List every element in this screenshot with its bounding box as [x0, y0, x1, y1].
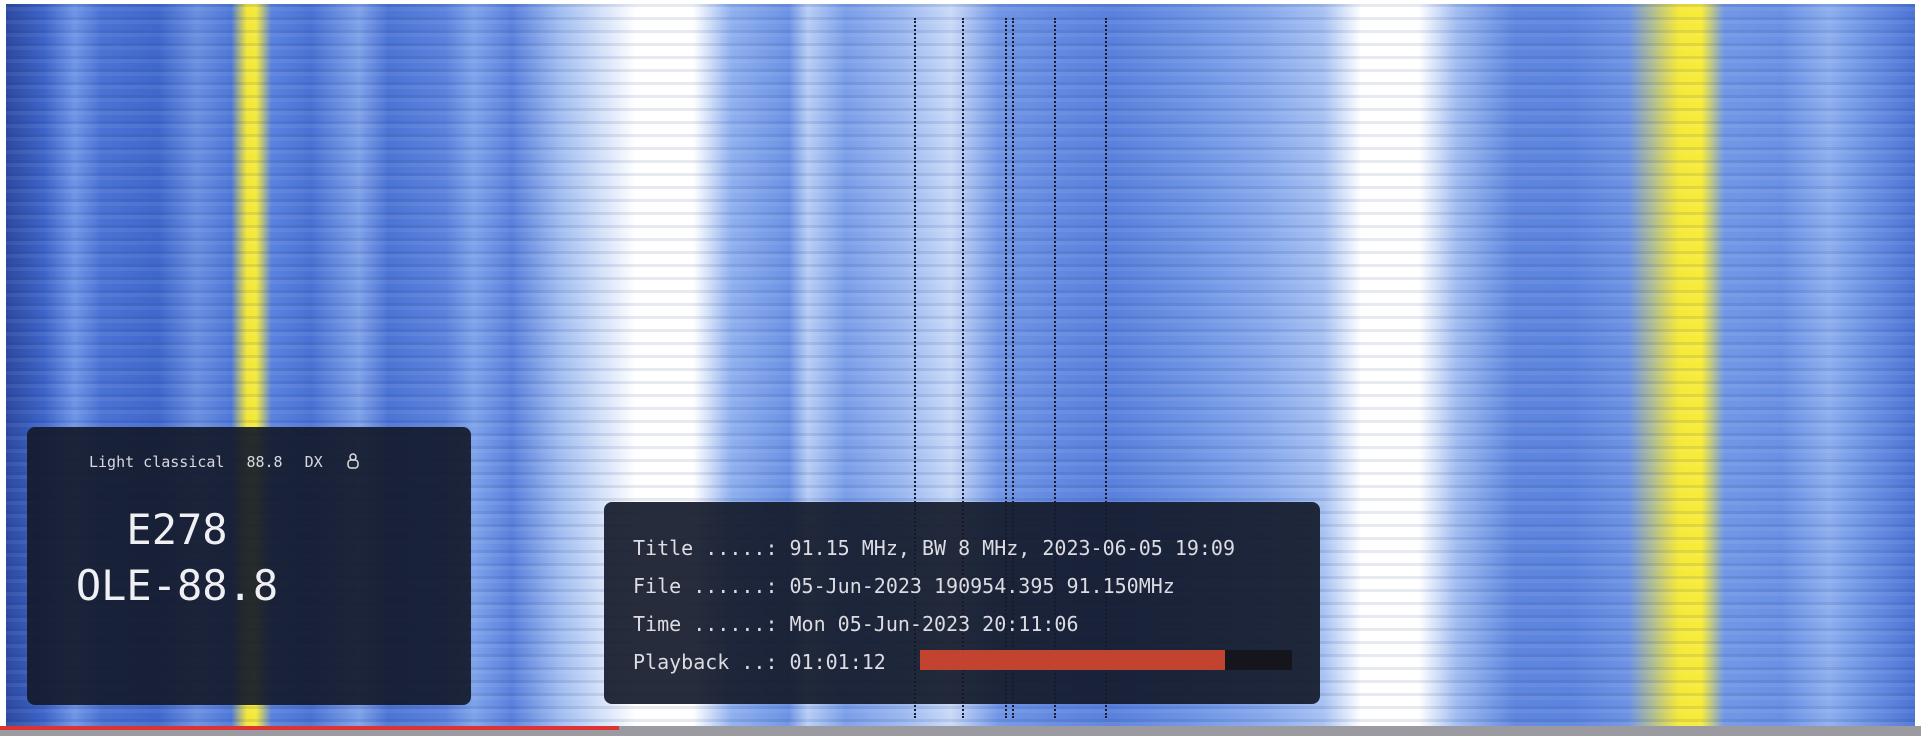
row-value: 91.15 MHz, BW 8 MHz, 2023-06-05 19:09 [790, 536, 1236, 560]
station-line: E278 [27, 505, 327, 554]
row-label: File ......: [633, 574, 778, 598]
timeline-bar[interactable] [0, 726, 1921, 736]
row-value: 01:01:12 [790, 650, 886, 674]
playback-track[interactable] [920, 650, 1292, 670]
row-label: Playback ..: [633, 650, 778, 674]
timeline-progress [0, 726, 619, 730]
dx-tag: DX [305, 453, 323, 471]
row-label: Title .....: [633, 536, 778, 560]
frequency-tag: 88.8 [246, 453, 282, 471]
station-line: OLE-88.8 [27, 561, 327, 610]
info-row: File ......: 05-Jun-2023 190954.395 91.15… [633, 574, 1175, 598]
tag-row: Light classical 88.8 DX [89, 452, 361, 471]
info-panel: Title .....: 91.15 MHz, BW 8 MHz, 2023-06… [604, 502, 1320, 704]
row-value: 05-Jun-2023 190954.395 91.150MHz [790, 574, 1175, 598]
playback-progress [920, 650, 1225, 670]
icon [345, 452, 361, 470]
screen: Light classical 88.8 DX E278 OLE-88.8 Titl… [0, 0, 1921, 736]
info-row: Time ......: Mon 05-Jun-2023 20:11:06 [633, 612, 1078, 636]
station-panel: Light classical 88.8 DX E278 OLE-88.8 [27, 427, 471, 705]
info-row: Playback ..: 01:01:12 [633, 650, 886, 674]
genre-tag: Light classical [89, 453, 224, 471]
info-row: Title .....: 91.15 MHz, BW 8 MHz, 2023-06… [633, 536, 1235, 560]
row-label: Time ......: [633, 612, 778, 636]
row-value: Mon 05-Jun-2023 20:11:06 [790, 612, 1079, 636]
